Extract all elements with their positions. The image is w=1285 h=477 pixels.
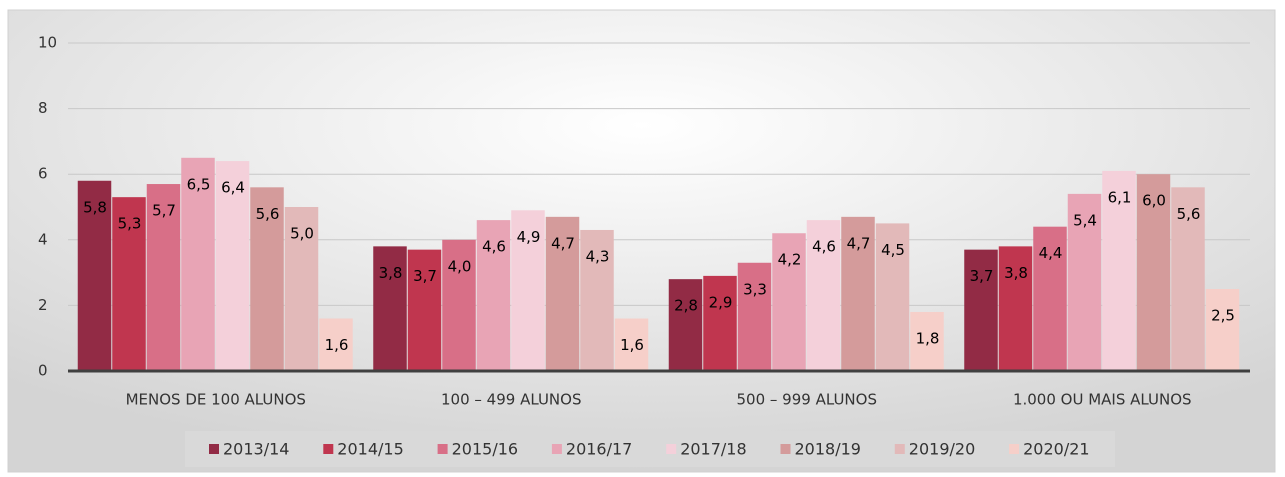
x-tick-label: 100 – 499 ALUNOS [441, 391, 581, 409]
y-tick-label: 8 [38, 99, 48, 117]
x-tick-label: 1.000 OU MAIS ALUNOS [1013, 391, 1192, 409]
bar [77, 180, 112, 371]
legend-swatch [209, 444, 219, 454]
bar [1205, 289, 1240, 371]
bar [772, 233, 806, 371]
data-label: 4,3 [586, 247, 610, 265]
data-label: 3,8 [379, 264, 403, 282]
bar [614, 318, 649, 371]
data-label: 4,2 [778, 251, 802, 269]
bar [1102, 170, 1136, 371]
legend-swatch [666, 444, 677, 454]
legend-label: 2020/21 [1023, 440, 1089, 459]
data-label: 4,6 [812, 238, 836, 256]
data-label: 4,4 [1039, 244, 1063, 262]
data-label: 2,5 [1211, 307, 1235, 325]
legend-label: 2015/16 [452, 440, 518, 459]
data-label: 5,7 [152, 202, 176, 220]
x-tick-label: MENOS DE 100 ALUNOS [126, 391, 306, 409]
y-tick-label: 6 [38, 165, 48, 183]
data-label: 4,6 [482, 238, 506, 256]
data-label: 4,9 [517, 228, 541, 246]
data-label: 3,8 [1004, 264, 1028, 282]
legend-box [185, 431, 1115, 467]
bar [668, 279, 703, 371]
bar [319, 318, 353, 371]
data-label: 3,3 [743, 280, 767, 298]
bar [964, 249, 998, 371]
legend-label: 2014/15 [337, 440, 403, 459]
bar [511, 210, 545, 371]
y-tick-label: 10 [38, 34, 57, 52]
legend-swatch [780, 444, 791, 454]
data-label: 4,5 [881, 241, 905, 259]
data-label: 6,5 [187, 175, 211, 193]
data-label: 6,0 [1142, 192, 1166, 210]
data-label: 3,7 [970, 267, 994, 285]
bar [1067, 193, 1102, 371]
data-label: 4,0 [448, 257, 472, 275]
data-label: 3,7 [413, 267, 437, 285]
data-label: 5,0 [290, 225, 314, 243]
bar [545, 216, 580, 371]
bar [1136, 174, 1171, 371]
legend-label: 2019/20 [909, 440, 975, 459]
data-label: 5,6 [1177, 205, 1201, 223]
data-label: 6,4 [221, 179, 245, 197]
data-label: 5,4 [1073, 211, 1097, 229]
bar [250, 187, 284, 371]
y-tick-label: 0 [38, 362, 48, 380]
y-tick-label: 4 [38, 230, 48, 248]
data-label: 2,9 [709, 293, 733, 311]
bar [373, 246, 407, 371]
data-label: 1,8 [916, 329, 940, 347]
data-label: 1,6 [620, 336, 644, 354]
legend-swatch [1009, 444, 1020, 454]
bar [737, 262, 772, 371]
legend-swatch [437, 444, 448, 454]
bar [215, 161, 250, 371]
data-label: 5,8 [83, 198, 107, 216]
y-tick-label: 2 [38, 296, 48, 314]
legend-label: 2013/14 [223, 440, 289, 459]
bar [806, 220, 841, 371]
bar [841, 216, 875, 371]
bar [875, 223, 910, 371]
x-tick-label: 500 – 999 ALUNOS [737, 391, 877, 409]
bar [910, 311, 944, 371]
legend-swatch [323, 444, 334, 454]
data-label: 4,7 [847, 234, 871, 252]
bar [284, 207, 319, 371]
bar [580, 229, 614, 371]
bar [146, 184, 181, 371]
data-label: 6,1 [1108, 188, 1132, 206]
legend-label: 2018/19 [795, 440, 861, 459]
bar [998, 246, 1033, 371]
bar [703, 275, 737, 371]
legend-label: 2017/18 [680, 440, 746, 459]
bar [1033, 226, 1067, 371]
legend-label: 2016/17 [566, 440, 632, 459]
legend-swatch [894, 444, 905, 454]
bar [181, 157, 215, 371]
data-label: 5,3 [118, 215, 142, 233]
data-label: 4,7 [551, 234, 575, 252]
bar [112, 197, 146, 371]
bar [476, 220, 511, 371]
data-label: 2,8 [674, 297, 698, 315]
data-label: 5,6 [256, 205, 280, 223]
data-label: 1,6 [325, 336, 349, 354]
bar [1171, 187, 1205, 371]
bar [407, 249, 442, 371]
legend-swatch [551, 444, 562, 454]
bar [442, 239, 476, 371]
